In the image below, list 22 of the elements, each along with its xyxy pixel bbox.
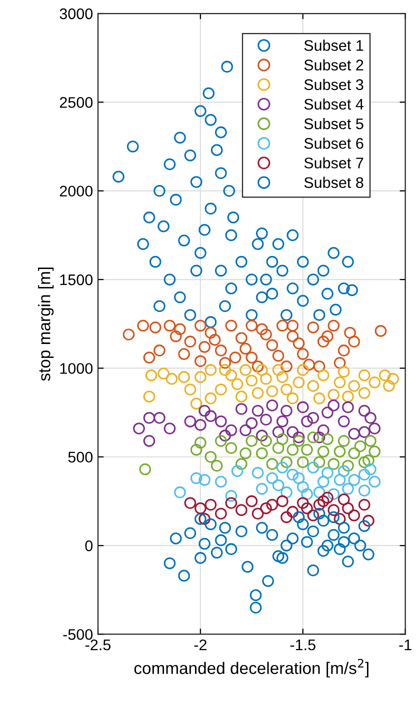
y-tick-label: 3000 xyxy=(60,8,93,20)
y-tick-label: 1500 xyxy=(60,274,93,286)
y-tick-label: 2500 xyxy=(60,97,93,108)
legend-label: Subset 6 xyxy=(304,138,364,149)
y-tick-label: -500 xyxy=(63,629,93,640)
y-tick-label: 1000 xyxy=(60,363,93,374)
legend-label: Subset 7 xyxy=(304,157,364,168)
x-tick-label: -1.5 xyxy=(290,640,316,650)
y-tick-label: 2000 xyxy=(60,186,93,197)
x-tick-label: -2 xyxy=(194,639,206,650)
y-axis-title: stop margin [m] xyxy=(38,268,54,381)
legend-label: Subset 8 xyxy=(304,176,364,188)
y-tick-label: 0 xyxy=(85,540,93,552)
x-tick-label: -2.5 xyxy=(86,639,111,650)
legend-label: Subset 1 xyxy=(304,40,364,51)
legend-label: Subset 2 xyxy=(304,59,364,70)
legend-label: Subset 4 xyxy=(304,98,364,110)
y-tick-label: 500 xyxy=(68,452,93,463)
x-tick-label: -1 xyxy=(399,640,412,650)
legend-label: Subset 3 xyxy=(304,78,364,90)
x-axis-title: commanded deceleration [m/s$^{2}$] xyxy=(134,658,368,678)
legend-label: Subset 5 xyxy=(304,118,364,130)
